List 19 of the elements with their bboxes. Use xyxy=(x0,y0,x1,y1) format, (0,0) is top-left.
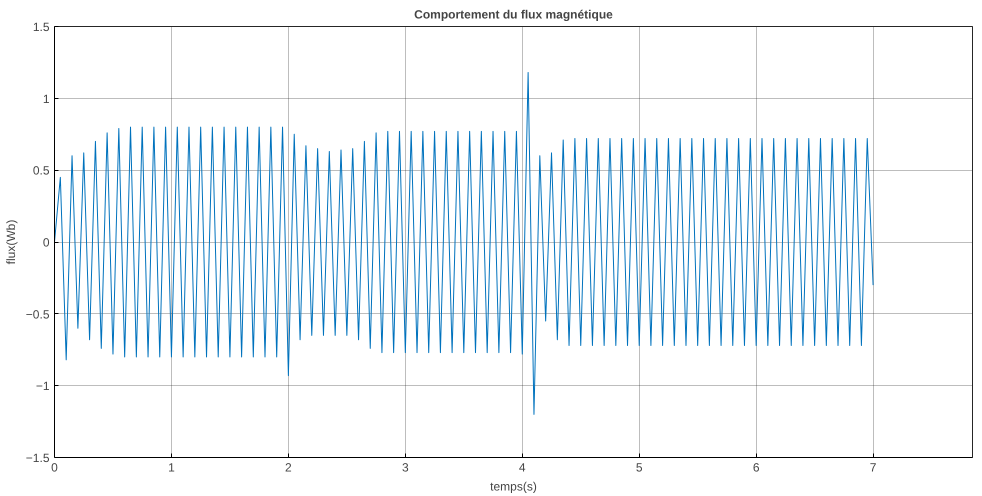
x-tick-label: 0 xyxy=(51,460,58,474)
y-tick-label: 0 xyxy=(42,236,50,250)
y-tick-label: 1.5 xyxy=(32,20,50,34)
y-tick-label: −1 xyxy=(36,379,50,394)
y-tick-label: −0.5 xyxy=(26,307,50,322)
x-tick-label: 6 xyxy=(752,460,760,474)
x-tick-label: 4 xyxy=(518,460,526,474)
line-series xyxy=(54,72,874,415)
x-tick-label: 2 xyxy=(285,460,292,474)
y-axis-title: flux(Wb) xyxy=(4,220,18,264)
x-tick-label: 7 xyxy=(870,460,877,474)
x-tick-label: 3 xyxy=(402,460,409,474)
x-tick-label: 5 xyxy=(636,460,643,474)
x-axis-title: temps(s) xyxy=(490,480,537,494)
chart-title: Comportement du flux magnétique xyxy=(414,8,614,22)
y-tick-label: −1.5 xyxy=(26,451,50,465)
x-tick-label: 1 xyxy=(168,460,176,474)
y-tick-label: 0.5 xyxy=(32,164,50,178)
y-tick-label: 1 xyxy=(42,92,50,106)
